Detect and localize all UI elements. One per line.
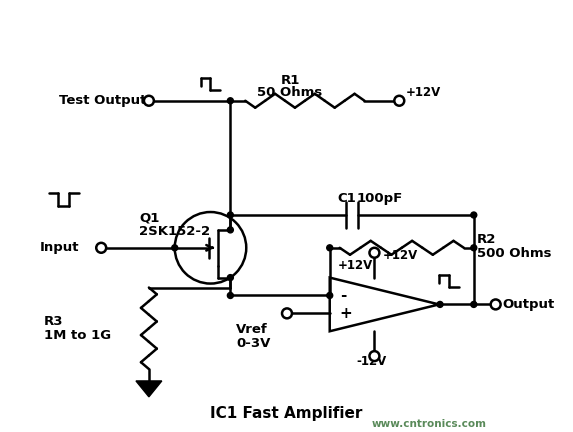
Circle shape bbox=[227, 275, 233, 280]
Circle shape bbox=[471, 245, 477, 251]
Text: R3: R3 bbox=[44, 315, 63, 328]
Text: R1: R1 bbox=[280, 74, 300, 87]
Text: +12V: +12V bbox=[337, 259, 373, 272]
Circle shape bbox=[394, 96, 404, 106]
Circle shape bbox=[490, 299, 501, 309]
Circle shape bbox=[370, 248, 379, 258]
Circle shape bbox=[96, 243, 106, 253]
Text: www.cntronics.com: www.cntronics.com bbox=[371, 419, 486, 429]
Text: 50 Ohms: 50 Ohms bbox=[257, 86, 323, 99]
Circle shape bbox=[227, 212, 233, 218]
Circle shape bbox=[327, 245, 333, 251]
Text: Q1: Q1 bbox=[139, 212, 159, 225]
Text: -12V: -12V bbox=[356, 355, 387, 368]
Circle shape bbox=[471, 302, 477, 308]
Text: +12V: +12V bbox=[382, 249, 418, 262]
Text: 500 Ohms: 500 Ohms bbox=[477, 247, 551, 260]
Text: R2: R2 bbox=[477, 233, 496, 246]
Text: Input: Input bbox=[40, 241, 79, 254]
Text: 1M to 1G: 1M to 1G bbox=[44, 329, 111, 342]
Text: +: + bbox=[340, 306, 352, 321]
Circle shape bbox=[227, 292, 233, 299]
Text: C1: C1 bbox=[337, 192, 356, 205]
Circle shape bbox=[282, 308, 292, 318]
Circle shape bbox=[471, 212, 477, 218]
Text: -: - bbox=[340, 288, 346, 303]
Text: +12V: +12V bbox=[406, 86, 441, 99]
Text: 0-3V: 0-3V bbox=[236, 337, 270, 349]
Text: 100pF: 100pF bbox=[356, 192, 403, 205]
Text: 2SK152-2: 2SK152-2 bbox=[139, 226, 210, 238]
Text: Vref: Vref bbox=[236, 323, 268, 336]
Circle shape bbox=[227, 227, 233, 233]
Circle shape bbox=[227, 98, 233, 104]
Text: IC1 Fast Amplifier: IC1 Fast Amplifier bbox=[210, 406, 362, 421]
Text: Test Output: Test Output bbox=[60, 94, 147, 107]
Circle shape bbox=[172, 245, 178, 251]
Circle shape bbox=[437, 302, 443, 308]
Text: Output: Output bbox=[503, 298, 555, 311]
Circle shape bbox=[370, 351, 379, 361]
Polygon shape bbox=[136, 381, 162, 397]
Circle shape bbox=[144, 96, 154, 106]
Circle shape bbox=[327, 292, 333, 299]
